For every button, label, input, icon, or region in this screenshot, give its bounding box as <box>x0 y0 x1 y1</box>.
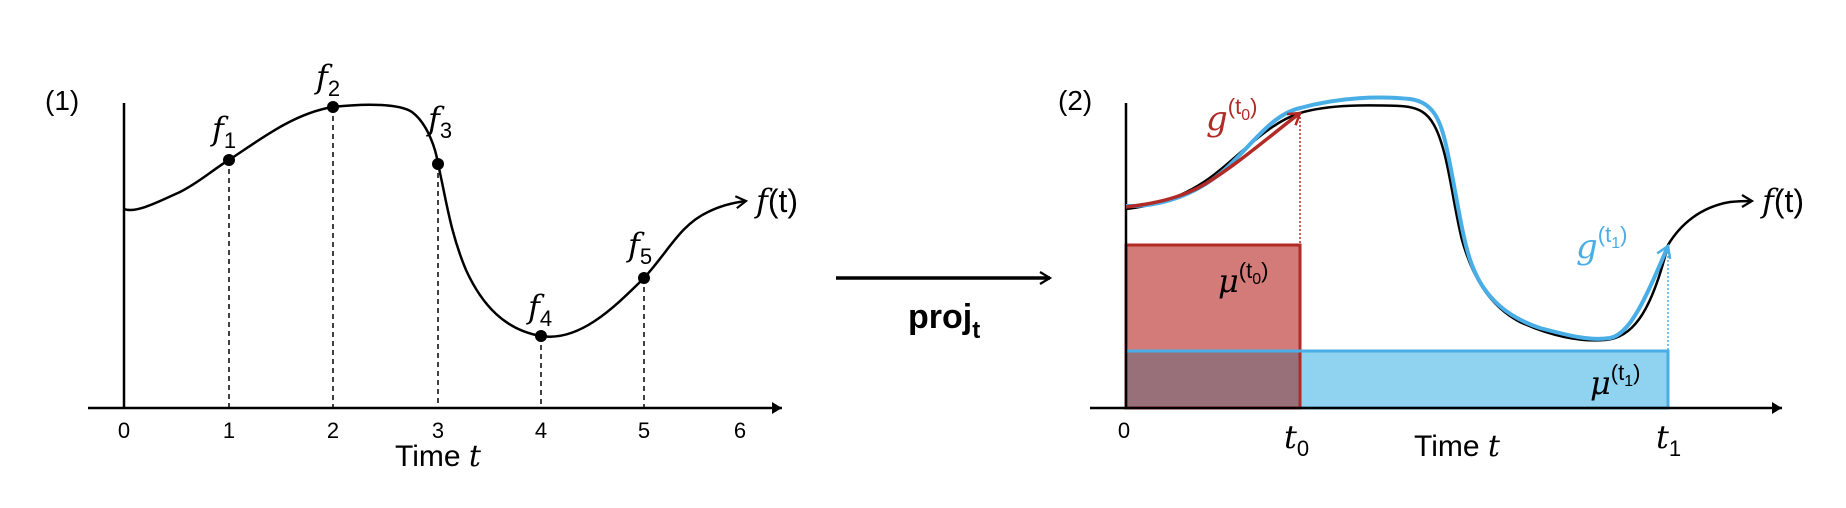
panel-1: (1) f1 f2 f3 f4 f5 f(t) 0 1 2 3 4 5 6 <box>45 58 798 474</box>
projection-arrow: projt <box>836 271 1053 344</box>
sample-label-3: f3 <box>426 100 452 143</box>
panel-2-x-axis-title: Time t <box>1414 429 1501 464</box>
tick-label-6: 6 <box>734 418 746 443</box>
g-t1-curve <box>1125 95 1668 341</box>
sample-dot-4 <box>535 330 547 342</box>
panel-2: (2) f(t) g(t0) g(t1) μ(t0) μ(t1) 0 t0 t1… <box>1058 85 1804 464</box>
sample-label-2: f2 <box>314 58 340 101</box>
mu-t0-label: μ(t0) <box>1218 258 1268 300</box>
sample-dot-3 <box>432 158 444 170</box>
t1-tick-label: t1 <box>1656 418 1681 461</box>
tick-label-3: 3 <box>432 418 444 443</box>
sample-dot-5 <box>638 272 650 284</box>
panel-2-label: (2) <box>1058 85 1092 116</box>
tick-label-5: 5 <box>638 418 650 443</box>
panel-2-origin-tick: 0 <box>1118 418 1130 443</box>
sample-dot-2 <box>327 101 339 113</box>
tick-label-0: 0 <box>118 418 130 443</box>
panel-1-curve-label: f(t) <box>754 182 798 220</box>
sample-dot-1 <box>223 154 235 166</box>
tick-label-4: 4 <box>535 418 547 443</box>
panel-1-x-axis-title: Time t <box>395 439 482 474</box>
sample-label-4: f4 <box>526 288 552 331</box>
sample-label-1: f1 <box>210 110 236 153</box>
g-t0-curve <box>1125 113 1300 209</box>
tick-label-2: 2 <box>327 418 339 443</box>
panel-2-curve-label: f(t) <box>1760 182 1804 220</box>
mu-t1-label: μ(t1) <box>1590 360 1640 402</box>
panel-1-label: (1) <box>45 85 79 116</box>
t0-tick-label: t0 <box>1284 418 1309 461</box>
g-t0-label: g(t0) <box>1206 94 1257 139</box>
mu-overlap-region <box>1127 352 1299 407</box>
tick-label-1: 1 <box>223 418 235 443</box>
sample-label-5: f5 <box>626 226 652 269</box>
g-t1-label: g(t1) <box>1576 222 1627 267</box>
projection-label: projt <box>908 298 980 344</box>
